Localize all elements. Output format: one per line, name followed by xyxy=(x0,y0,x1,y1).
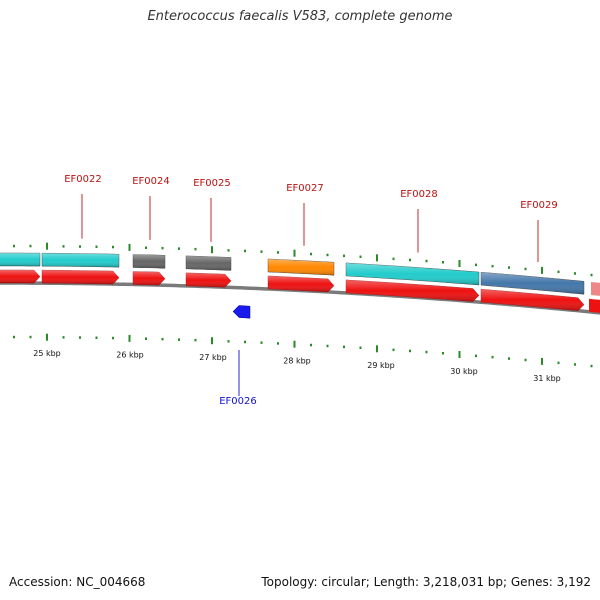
cds-track xyxy=(0,269,600,319)
cds-shade xyxy=(0,270,40,284)
cog-category-track xyxy=(0,252,600,296)
scale-label: 27 kbp xyxy=(199,353,227,362)
gene-label-ef0027: EF0027 xyxy=(286,183,324,194)
gene-label-ef0028: EF0028 xyxy=(400,189,438,200)
cds-arrow-ef0026 xyxy=(232,305,251,319)
cog-block-offscreen xyxy=(591,282,600,296)
outer-tick-ring xyxy=(13,242,593,277)
cog-shade xyxy=(268,259,334,276)
cds-arrow-offscreen xyxy=(589,298,600,313)
accession-text: Accession: NC_004668 xyxy=(9,575,146,589)
cog-shade xyxy=(0,253,40,267)
label-leader-lines xyxy=(81,194,539,396)
scale-label: 30 kbp xyxy=(450,367,478,376)
scale-label: 26 kbp xyxy=(116,350,144,359)
cog-shade xyxy=(42,253,119,268)
cog-shade xyxy=(186,255,231,271)
inner-tick-ring xyxy=(13,333,593,368)
gene-label-ef0024: EF0024 xyxy=(132,176,170,187)
cog-shade xyxy=(481,272,584,295)
cds-shade xyxy=(186,272,231,288)
cog-shade xyxy=(346,262,479,285)
cds-shade xyxy=(133,271,165,286)
gene-label-ef0025: EF0025 xyxy=(193,178,231,189)
scale-labels: 25 kbp 26 kbp 27 kbp 28 kbp 29 kbp 30 kbp 31 k… xyxy=(33,349,561,383)
gene-label-ef0022: EF0022 xyxy=(64,174,102,185)
scale-label: 28 kbp xyxy=(283,356,311,365)
cds-shade xyxy=(346,279,479,302)
gene-label-ef0026: EF0026 xyxy=(219,396,257,407)
genome-stats-text: Topology: circular; Length: 3,218,031 bp… xyxy=(261,575,591,589)
cds-shade xyxy=(481,289,584,311)
cds-shade xyxy=(268,276,334,292)
gene-label-ef0029: EF0029 xyxy=(520,200,558,211)
map-title: Enterococcus faecalis V583, complete gen… xyxy=(147,9,453,24)
scale-label: 25 kbp xyxy=(33,349,61,358)
cog-shade xyxy=(133,254,165,269)
scale-label: 29 kbp xyxy=(367,361,395,370)
cds-shade xyxy=(42,270,119,285)
scale-label: 31 kbp xyxy=(533,374,561,383)
gene-labels: EF0022 EF0024 EF0025 EF0026 EF0027 EF0028 EF00… xyxy=(64,174,558,407)
